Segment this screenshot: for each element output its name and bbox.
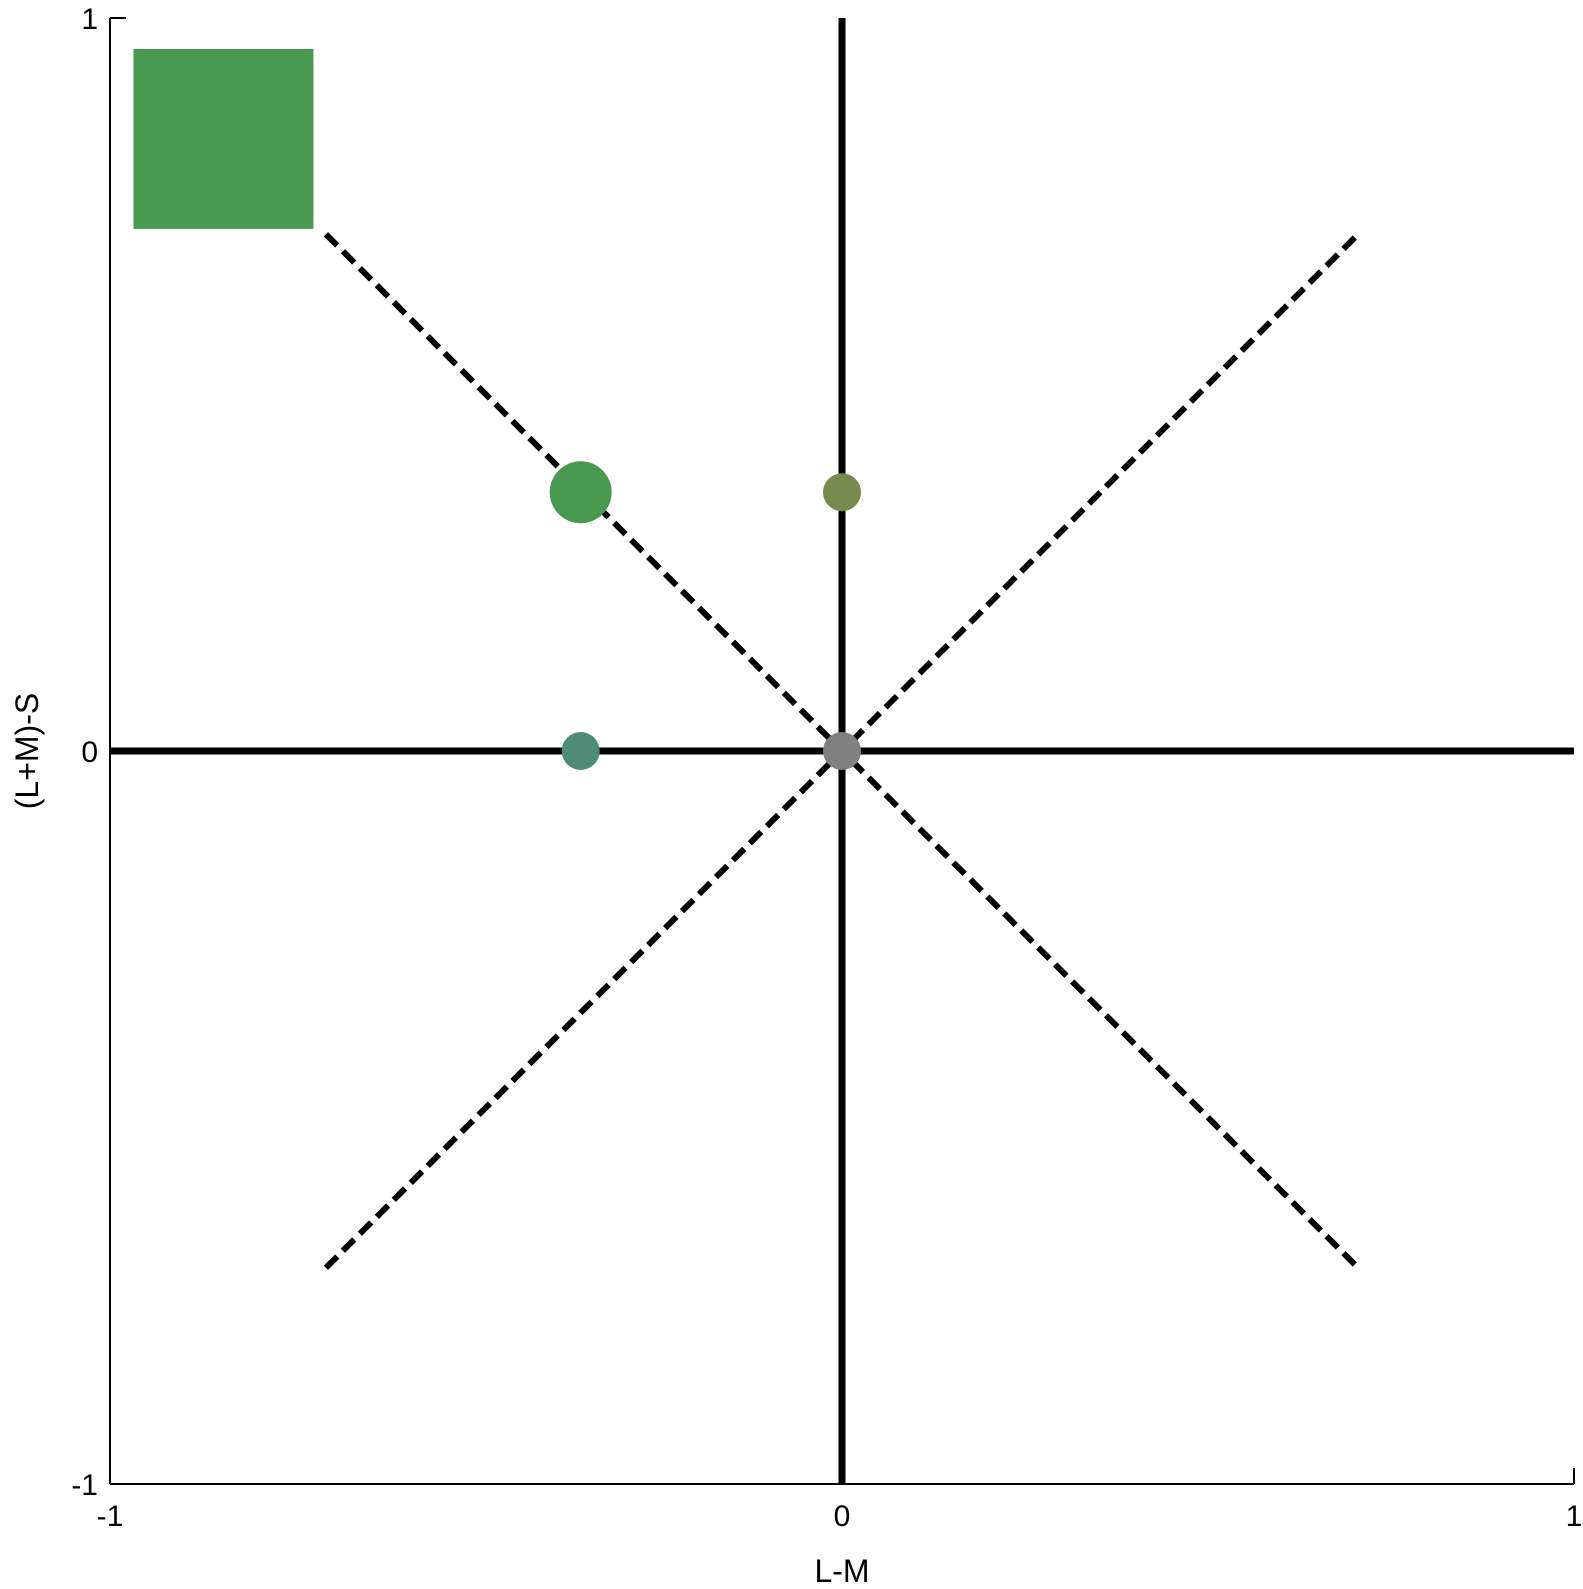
data-point-square [133,48,314,229]
y-tick-label: 0 [81,736,98,769]
data-point [561,732,600,770]
data-point [549,461,612,524]
x-axis-label: L-M [814,1553,869,1589]
y-tick-label: 1 [81,3,98,36]
axis-ticks: -1 0 1 -1 0 1 [71,3,1582,1533]
x-tick-label: 1 [1566,1500,1583,1533]
x-tick-label: 0 [834,1500,851,1533]
y-tick-label: -1 [71,1469,98,1502]
x-tick-label: -1 [97,1500,124,1533]
y-axis-label: (L+M)-S [9,693,45,809]
data-point [823,732,861,770]
data-point [823,473,861,512]
data-points [133,48,861,770]
